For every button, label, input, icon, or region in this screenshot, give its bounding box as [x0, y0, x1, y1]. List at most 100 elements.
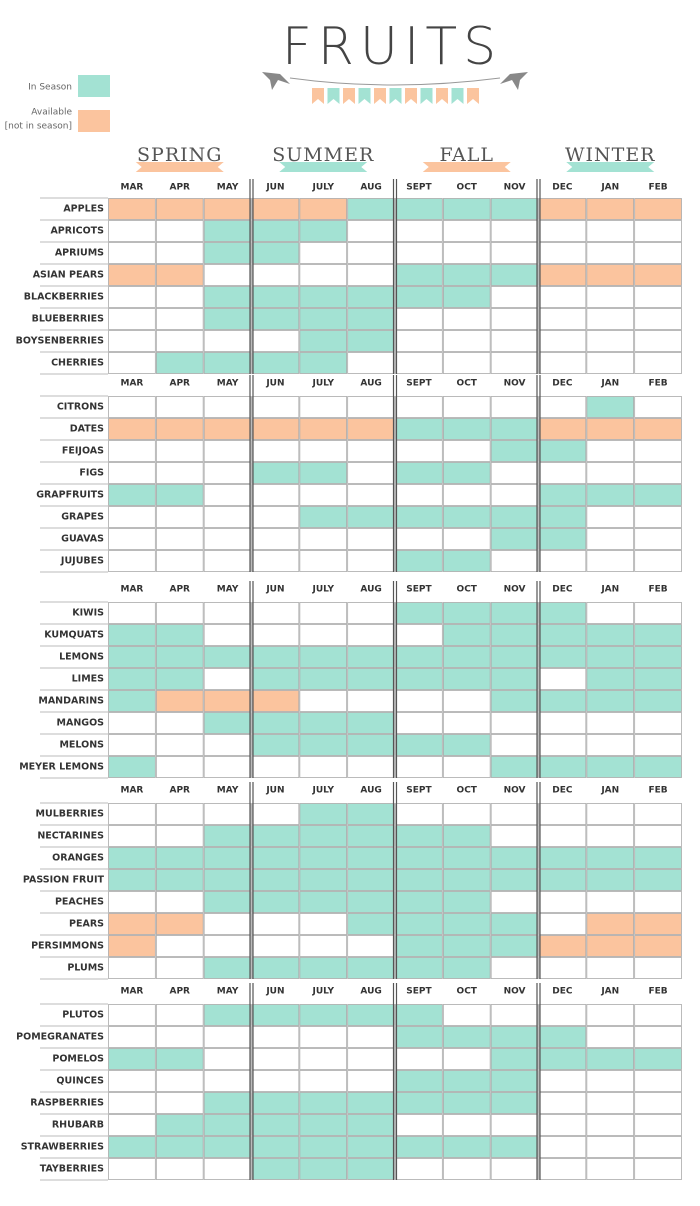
fruit-name: GRAPFRUITS [36, 490, 104, 501]
month-cell [634, 308, 682, 330]
month-cell [442, 242, 491, 264]
month-cell [395, 396, 443, 418]
month-cell [347, 352, 395, 374]
month-cell [203, 286, 252, 308]
month-cell [634, 957, 682, 979]
month-label: OCT [457, 183, 478, 193]
month-cell [442, 869, 491, 891]
month-cell [108, 242, 156, 264]
month-cell [251, 869, 300, 891]
month-cell [203, 668, 252, 690]
month-cell [634, 1114, 682, 1136]
month-cell [347, 1026, 395, 1048]
month-cell [299, 506, 348, 528]
fruit-name: PASSION FRUIT [23, 875, 105, 886]
month-label: DEC [552, 379, 573, 389]
month-cell [251, 825, 300, 847]
month-cell [299, 1004, 348, 1026]
month-cell [108, 891, 156, 913]
month-cell [538, 242, 587, 264]
month-cell [442, 1092, 491, 1114]
month-label: DEC [552, 183, 573, 193]
month-cell [203, 220, 252, 242]
fruit-name: CHERRIES [51, 358, 104, 369]
month-cell [203, 242, 252, 264]
month-cell [299, 825, 348, 847]
month-cell [490, 734, 539, 756]
month-cell [490, 624, 539, 646]
month-cell [586, 646, 635, 668]
month-cell [203, 624, 252, 646]
month-cell [299, 602, 348, 624]
month-cell [395, 869, 443, 891]
month-cell [347, 935, 395, 957]
month-cell [108, 220, 156, 242]
month-cell [442, 264, 491, 286]
month-cell [347, 528, 395, 550]
fruit-name: PLUMS [67, 963, 104, 974]
month-cell [108, 734, 156, 756]
month-cell [155, 869, 204, 891]
month-cell [586, 308, 635, 330]
month-cell [108, 825, 156, 847]
legend-available: Available [31, 108, 72, 118]
month-cell [347, 242, 395, 264]
month-cell [299, 264, 348, 286]
month-cell [586, 734, 635, 756]
month-cell [586, 869, 635, 891]
month-cell [155, 396, 204, 418]
month-cell [155, 935, 204, 957]
month-cell [490, 1048, 539, 1070]
month-label: FEB [649, 786, 668, 796]
month-cell [108, 528, 156, 550]
month-cell [395, 957, 443, 979]
month-cell [108, 418, 156, 440]
month-label: DEC [552, 987, 573, 997]
month-cell [490, 803, 539, 825]
month-cell [347, 1070, 395, 1092]
month-cell [203, 1070, 252, 1092]
month-cell [586, 1004, 635, 1026]
month-cell [251, 462, 300, 484]
fruit-name: POMEGRANATES [16, 1032, 104, 1043]
fruit-name: KUMQUATS [44, 630, 104, 641]
month-cell [299, 1092, 348, 1114]
month-cell [299, 935, 348, 957]
month-cell [490, 264, 539, 286]
month-label: JAN [600, 987, 619, 997]
month-cell [490, 668, 539, 690]
month-cell [347, 646, 395, 668]
month-cell [442, 1158, 491, 1180]
month-cell [203, 1092, 252, 1114]
month-cell [538, 690, 587, 712]
month-cell [299, 330, 348, 352]
fruit-name: DATES [70, 424, 104, 435]
month-cell [299, 668, 348, 690]
month-cell [251, 734, 300, 756]
month-cell [347, 440, 395, 462]
month-cell [490, 506, 539, 528]
month-cell [155, 242, 204, 264]
month-cell [490, 825, 539, 847]
bunting-flag [405, 88, 417, 104]
season-ribbon [279, 162, 368, 172]
month-cell [634, 935, 682, 957]
month-cell [634, 550, 682, 572]
month-cell [490, 1004, 539, 1026]
month-cell [155, 418, 204, 440]
month-cell [155, 690, 204, 712]
month-cell [347, 484, 395, 506]
month-cell [634, 712, 682, 734]
month-label: NOV [504, 183, 526, 193]
month-cell [347, 198, 395, 220]
month-cell [108, 1158, 156, 1180]
month-cell [442, 330, 491, 352]
month-cell [203, 756, 252, 778]
month-label: FEB [649, 379, 668, 389]
fruit-name: PEACHES [55, 897, 104, 908]
month-cell [299, 957, 348, 979]
month-cell [203, 1114, 252, 1136]
month-cell [490, 286, 539, 308]
month-cell [586, 528, 635, 550]
month-cell [299, 624, 348, 646]
